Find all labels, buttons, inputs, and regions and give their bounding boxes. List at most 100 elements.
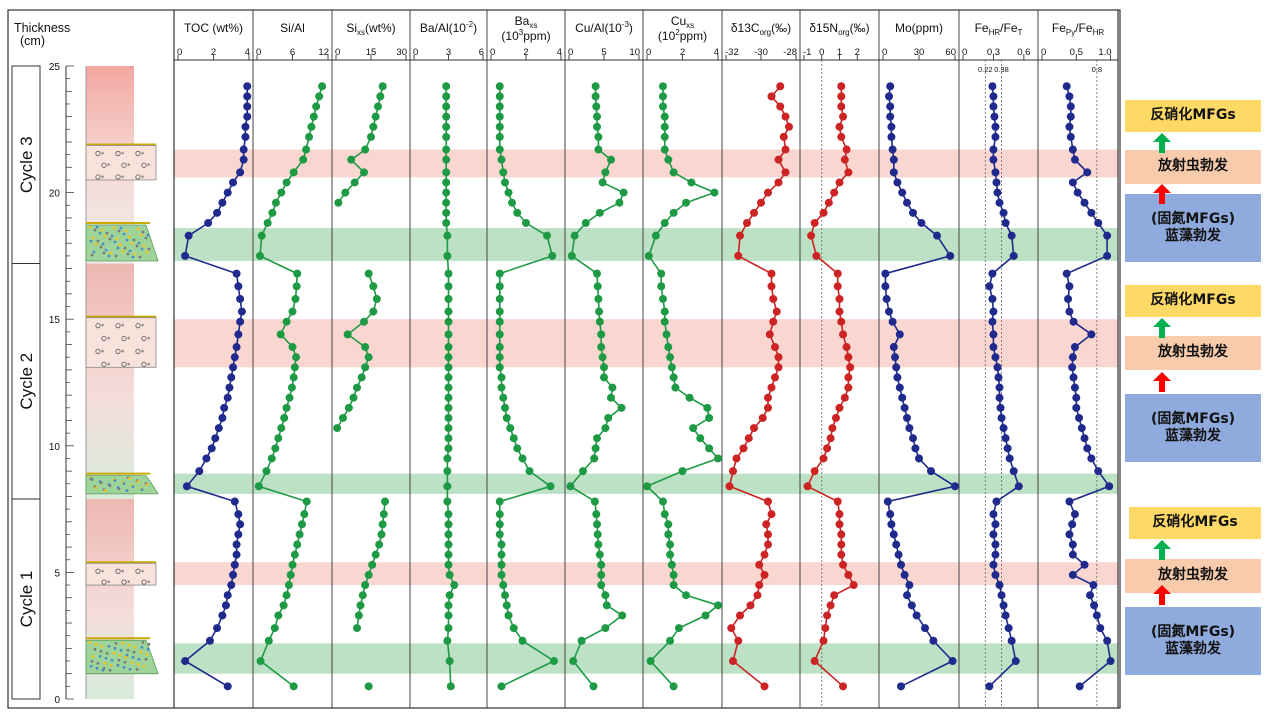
data-point bbox=[1083, 444, 1092, 453]
figure-frame bbox=[7, 9, 1121, 709]
data-point bbox=[833, 282, 842, 291]
data-point bbox=[600, 363, 608, 372]
green-bed-grain bbox=[122, 232, 126, 236]
data-point bbox=[1001, 434, 1010, 443]
data-point bbox=[589, 682, 598, 691]
radiolarian-symbol-mark: * bbox=[101, 174, 105, 182]
data-point bbox=[995, 393, 1004, 402]
data-point bbox=[444, 413, 453, 422]
data-point bbox=[442, 92, 451, 101]
green-bed-grain bbox=[103, 234, 107, 238]
data-point bbox=[669, 208, 678, 217]
data-point bbox=[495, 530, 504, 539]
data-point bbox=[444, 307, 453, 316]
data-point bbox=[1066, 112, 1075, 121]
data-point bbox=[593, 112, 601, 121]
data-point bbox=[678, 467, 687, 476]
data-point bbox=[279, 601, 288, 610]
data-point bbox=[1068, 540, 1077, 549]
data-point bbox=[830, 188, 839, 197]
data-point bbox=[444, 269, 453, 278]
data-point bbox=[703, 403, 712, 412]
data-point bbox=[658, 294, 667, 303]
data-point bbox=[256, 657, 265, 666]
data-point bbox=[993, 188, 1002, 197]
green-bed-grain bbox=[127, 477, 131, 481]
data-point bbox=[593, 282, 602, 291]
data-point bbox=[495, 330, 504, 339]
data-point bbox=[1077, 424, 1086, 433]
data-point bbox=[710, 188, 719, 197]
reference-label: 0.8 bbox=[1092, 65, 1102, 74]
x-tick-label: 0 bbox=[256, 47, 261, 58]
data-point bbox=[339, 413, 347, 422]
data-point bbox=[444, 383, 453, 392]
data-point bbox=[885, 92, 893, 101]
radiolarian-bloom-box: 放射虫勃发 bbox=[1125, 150, 1261, 184]
x-tick-label: 1 bbox=[837, 47, 842, 58]
data-point bbox=[774, 353, 783, 362]
cycle-box bbox=[11, 65, 41, 264]
data-point bbox=[835, 520, 844, 529]
x-tick-label: 30 bbox=[396, 47, 407, 58]
data-point bbox=[223, 188, 232, 197]
data-point bbox=[774, 363, 783, 372]
profile-line bbox=[988, 86, 1020, 687]
data-point bbox=[570, 231, 579, 240]
data-point bbox=[221, 601, 230, 610]
data-point bbox=[368, 560, 377, 569]
data-point bbox=[297, 520, 306, 529]
data-point bbox=[666, 636, 675, 645]
data-point bbox=[895, 383, 904, 392]
data-point bbox=[810, 218, 819, 227]
data-point bbox=[844, 570, 853, 579]
data-point bbox=[779, 132, 788, 141]
cycle-box bbox=[11, 262, 41, 500]
data-point bbox=[823, 444, 832, 453]
x-tick-label: 0 bbox=[1041, 47, 1046, 58]
data-point bbox=[499, 168, 508, 177]
green-bed-grain bbox=[140, 645, 144, 649]
data-point bbox=[444, 624, 453, 633]
data-point bbox=[236, 520, 245, 529]
data-point bbox=[909, 208, 917, 217]
data-point bbox=[644, 251, 653, 260]
profile-label: Mo(ppm) bbox=[895, 21, 943, 35]
data-point bbox=[243, 102, 252, 111]
y-tick-label: 5 bbox=[54, 568, 60, 579]
data-point bbox=[444, 373, 453, 382]
data-point bbox=[905, 581, 914, 590]
profile-line bbox=[645, 86, 720, 687]
data-point bbox=[734, 251, 743, 260]
data-point bbox=[243, 92, 252, 101]
data-point bbox=[886, 82, 895, 91]
profile-line bbox=[445, 86, 456, 687]
data-point bbox=[1068, 353, 1077, 362]
green-bed-grain bbox=[117, 658, 121, 662]
data-point bbox=[705, 444, 714, 453]
data-point bbox=[764, 403, 772, 412]
data-point bbox=[443, 251, 452, 260]
data-point bbox=[846, 363, 855, 372]
data-point bbox=[664, 155, 673, 164]
green-bed-grain bbox=[141, 230, 145, 234]
data-point bbox=[842, 343, 851, 352]
green-bed-grain bbox=[116, 246, 120, 250]
nitrogen-fixing-label: (固氮MFGs) bbox=[1150, 410, 1236, 427]
data-point bbox=[1069, 373, 1078, 382]
radiolarian-symbol bbox=[101, 335, 107, 342]
profile-panel-2: Si/Al 0 6 12 bbox=[254, 21, 329, 691]
profile-label: δ15Norg​(‰) bbox=[809, 21, 869, 37]
radiolarian-symbol bbox=[95, 174, 101, 180]
radiolarian-symbol bbox=[135, 150, 141, 157]
data-point bbox=[1068, 178, 1077, 187]
data-point bbox=[835, 294, 844, 303]
green-bed-grain bbox=[142, 664, 146, 668]
data-point bbox=[377, 530, 386, 539]
data-point bbox=[593, 434, 601, 443]
green-bed-grain bbox=[101, 242, 105, 246]
data-point bbox=[658, 497, 667, 506]
data-point bbox=[660, 145, 669, 154]
data-point bbox=[989, 330, 998, 339]
data-point bbox=[888, 317, 897, 326]
